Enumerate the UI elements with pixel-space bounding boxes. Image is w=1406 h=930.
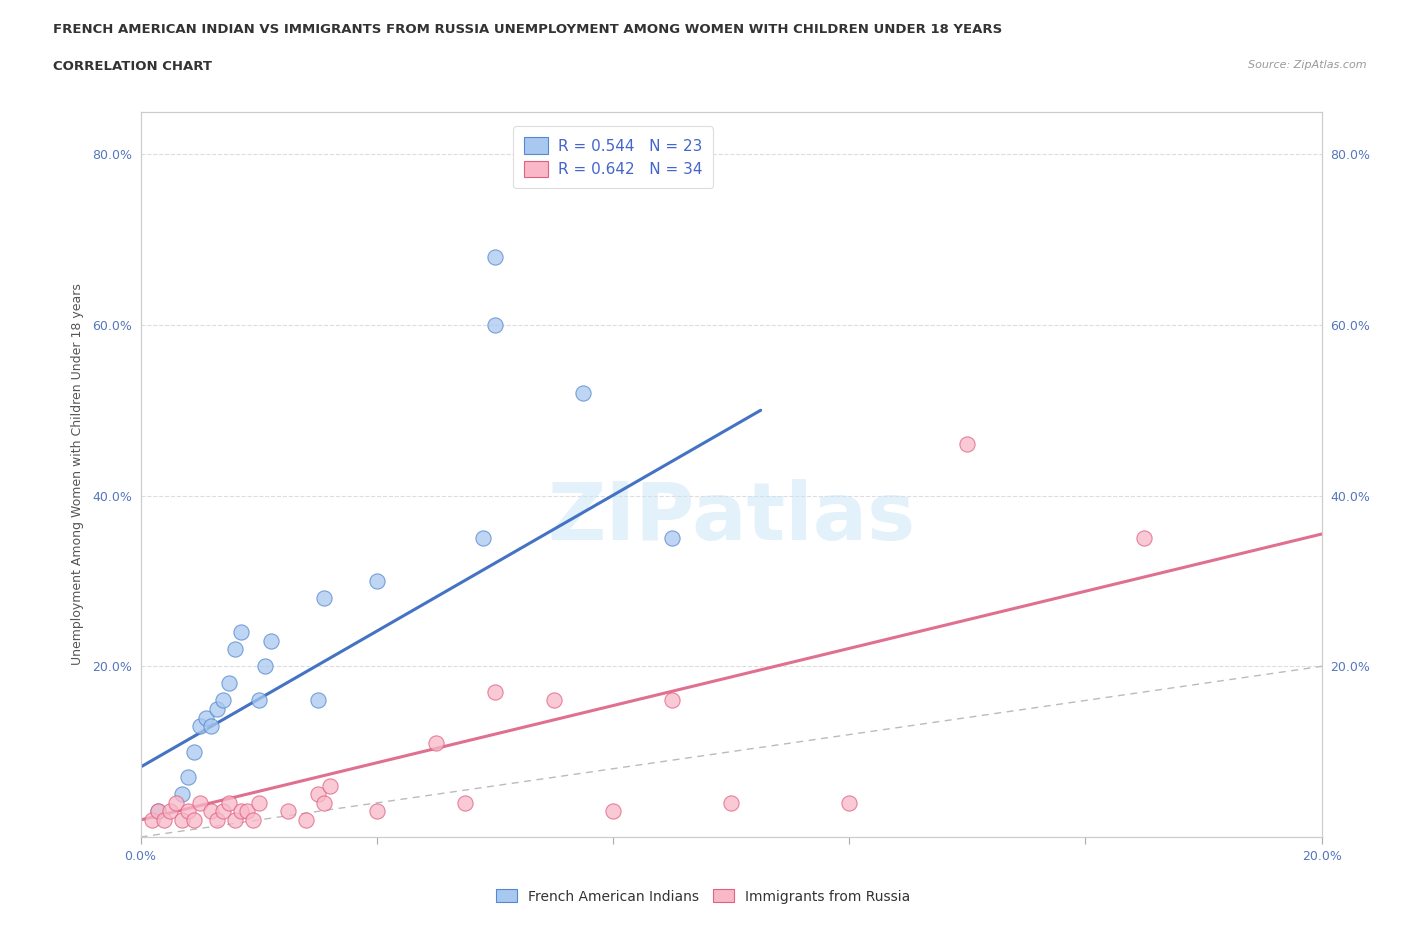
Point [170, 787, 193, 802]
Text: ZIPatlas: ZIPatlas [547, 479, 915, 557]
Point [572, 386, 595, 401]
Point [188, 719, 211, 734]
Point [236, 804, 259, 818]
Point [229, 625, 252, 640]
Point [148, 804, 170, 818]
Point [838, 795, 860, 810]
Point [366, 574, 388, 589]
Point [1133, 531, 1156, 546]
Point [720, 795, 742, 810]
Point [247, 795, 270, 810]
Point [183, 813, 205, 828]
Point [224, 642, 246, 657]
Point [661, 531, 683, 546]
Point [212, 804, 235, 818]
Point [295, 813, 318, 828]
Point [484, 249, 506, 264]
Point [484, 317, 506, 332]
Point [602, 804, 624, 818]
Point [165, 795, 187, 810]
Point [484, 684, 506, 699]
Point [224, 813, 246, 828]
Point [318, 778, 340, 793]
Point [207, 701, 229, 716]
Point [472, 531, 495, 546]
Point [183, 744, 205, 759]
Point [312, 591, 335, 605]
Point [153, 813, 176, 828]
Legend: French American Indians, Immigrants from Russia: French American Indians, Immigrants from… [491, 884, 915, 910]
Point [307, 693, 329, 708]
Point [170, 813, 193, 828]
Point [253, 658, 276, 673]
Point [454, 795, 477, 810]
Point [277, 804, 299, 818]
Point [247, 693, 270, 708]
Point [200, 804, 222, 818]
Point [425, 736, 447, 751]
Point [207, 813, 229, 828]
Legend: R = 0.544   N = 23, R = 0.642   N = 34: R = 0.544 N = 23, R = 0.642 N = 34 [513, 126, 713, 188]
Text: FRENCH AMERICAN INDIAN VS IMMIGRANTS FROM RUSSIA UNEMPLOYMENT AMONG WOMEN WITH C: FRENCH AMERICAN INDIAN VS IMMIGRANTS FRO… [53, 23, 1002, 36]
Point [177, 770, 200, 785]
Point [141, 813, 163, 828]
Point [312, 795, 335, 810]
Point [259, 633, 281, 648]
Point [242, 813, 264, 828]
Point [218, 676, 240, 691]
Y-axis label: Unemployment Among Women with Children Under 18 years: Unemployment Among Women with Children U… [70, 284, 84, 665]
Point [661, 693, 683, 708]
Point [177, 804, 200, 818]
Point [200, 719, 222, 734]
Point [366, 804, 388, 818]
Point [956, 437, 979, 452]
Point [212, 693, 235, 708]
Point [229, 804, 252, 818]
Point [543, 693, 565, 708]
Text: CORRELATION CHART: CORRELATION CHART [53, 60, 212, 73]
Point [148, 804, 170, 818]
Point [194, 711, 217, 725]
Point [188, 795, 211, 810]
Point [218, 795, 240, 810]
Point [307, 787, 329, 802]
Point [159, 804, 181, 818]
Text: Source: ZipAtlas.com: Source: ZipAtlas.com [1249, 60, 1367, 71]
